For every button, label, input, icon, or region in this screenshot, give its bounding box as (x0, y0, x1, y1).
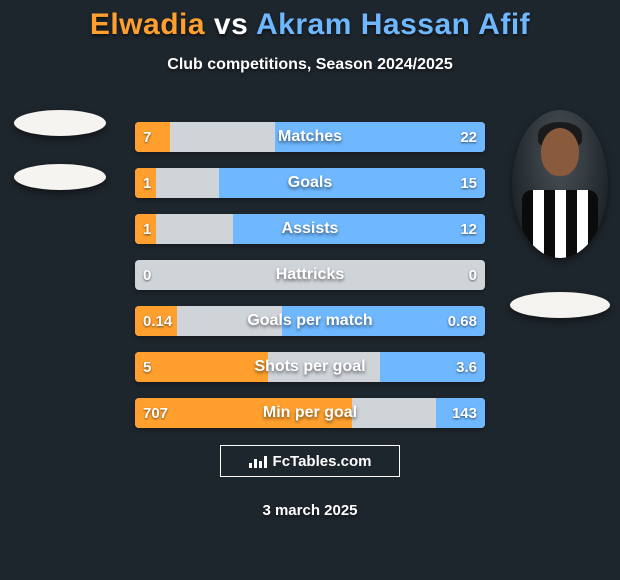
stat-left-value: 0 (143, 260, 151, 290)
stat-right-value: 22 (460, 122, 477, 152)
stat-left-fill (135, 352, 268, 382)
stat-left-value: 5 (143, 352, 151, 382)
title-player2: Akram Hassan Afif (256, 8, 530, 41)
stat-right-fill (219, 168, 485, 198)
brand-text: FcTables.com (273, 453, 372, 470)
stat-row: 115Goals (135, 168, 485, 198)
left-player-column (0, 110, 120, 190)
page-title: Elwadia vs Akram Hassan Afif (90, 8, 530, 42)
stat-label: Hattricks (135, 260, 485, 290)
stat-right-value: 3.6 (456, 352, 477, 382)
comparison-bars: 722Matches115Goals112Assists00Hattricks0… (135, 122, 485, 444)
player-jersey (522, 190, 599, 258)
stat-row: 112Assists (135, 214, 485, 244)
stat-left-value: 0.14 (143, 306, 172, 336)
stat-row: 707143Min per goal (135, 398, 485, 428)
right-player-column (500, 110, 620, 318)
left-placeholder-oval-1 (14, 110, 106, 136)
stat-right-value: 15 (460, 168, 477, 198)
stat-row: 0.140.68Goals per match (135, 306, 485, 336)
footer-date: 3 march 2025 (0, 502, 620, 519)
player-photo (512, 110, 608, 258)
stat-row: 0 0Hattricks (135, 260, 485, 290)
left-placeholder-oval-2 (14, 164, 106, 190)
title-player1: Elwadia (90, 8, 205, 41)
comparison-infographic: Elwadia vs Akram Hassan Afif Club compet… (0, 0, 620, 580)
bar-chart-icon (249, 454, 267, 468)
right-placeholder-oval (510, 292, 610, 318)
stat-right-value: 12 (460, 214, 477, 244)
stat-right-fill (233, 214, 485, 244)
title-vs: vs (214, 8, 248, 41)
stat-left-fill (135, 122, 170, 152)
stat-right-value: 143 (452, 398, 477, 428)
stat-left-value: 707 (143, 398, 168, 428)
stat-right-fill (275, 122, 485, 152)
stat-left-value: 1 (143, 168, 151, 198)
subtitle: Club competitions, Season 2024/2025 (167, 56, 452, 74)
stat-row: 53.6Shots per goal (135, 352, 485, 382)
stat-right-value: 0.68 (448, 306, 477, 336)
stat-left-value: 1 (143, 214, 151, 244)
stat-left-value: 7 (143, 122, 151, 152)
brand-box[interactable]: FcTables.com (220, 445, 400, 477)
stat-row: 722Matches (135, 122, 485, 152)
stat-right-value: 0 (469, 260, 477, 290)
